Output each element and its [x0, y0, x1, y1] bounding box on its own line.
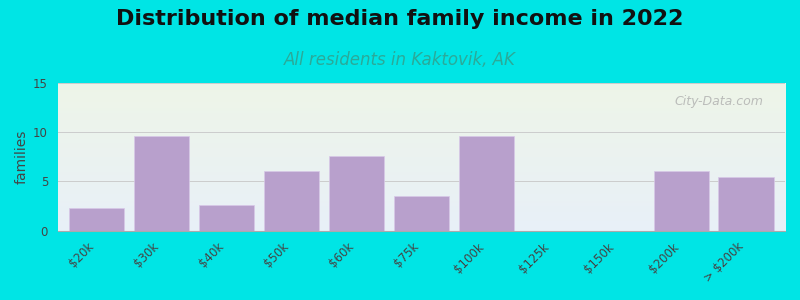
Text: Distribution of median family income in 2022: Distribution of median family income in … [116, 9, 684, 29]
Bar [654, 170, 709, 231]
Bar [718, 177, 774, 231]
Bar [199, 205, 254, 231]
Y-axis label: families: families [15, 130, 29, 184]
Bar [264, 170, 319, 231]
Bar [329, 156, 384, 231]
Bar [394, 196, 449, 231]
Bar [458, 136, 514, 231]
Bar [134, 136, 190, 231]
Text: City-Data.com: City-Data.com [674, 95, 763, 108]
Text: All residents in Kaktovik, AK: All residents in Kaktovik, AK [284, 51, 516, 69]
Bar [69, 208, 124, 231]
